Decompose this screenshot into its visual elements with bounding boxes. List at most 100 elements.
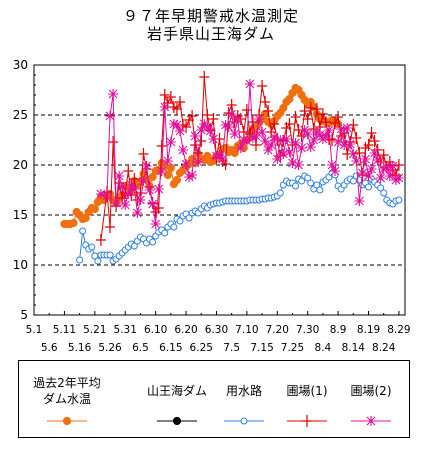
- data-point: [185, 214, 193, 222]
- data-point: [304, 174, 312, 182]
- data-point: [313, 181, 321, 189]
- data-point: [298, 177, 306, 185]
- x-tick-label-top: 8.9: [330, 324, 347, 336]
- data-point: [105, 111, 116, 121]
- x-tick-label-top: 7.10: [235, 324, 258, 336]
- data-point: [235, 143, 246, 153]
- series-layer: [60, 71, 404, 265]
- data-point: [165, 137, 176, 147]
- data-point: [176, 217, 184, 225]
- data-point: [390, 175, 401, 185]
- data-point: [208, 134, 219, 144]
- data-point: [217, 154, 228, 164]
- data-point: [308, 135, 319, 145]
- legend-marker: [172, 416, 182, 426]
- data-point: [244, 79, 255, 89]
- data-point: [135, 195, 146, 205]
- data-point: [138, 148, 149, 160]
- data-point: [181, 121, 192, 133]
- data-point: [95, 234, 106, 246]
- data-point: [395, 196, 403, 204]
- data-point: [159, 102, 170, 112]
- data-point: [138, 176, 149, 186]
- data-point: [168, 119, 179, 129]
- data-point: [317, 108, 328, 120]
- data-point: [223, 122, 234, 132]
- x-tick-label-top: 8.19: [357, 324, 380, 336]
- data-point: [305, 102, 316, 114]
- data-point: [229, 129, 240, 139]
- data-point: [162, 156, 173, 166]
- legend-entry-2: 用水路: [224, 383, 264, 425]
- legend-label: 用水路: [226, 383, 262, 398]
- chart-title-line2: 岩手県山王海ダム: [146, 25, 275, 43]
- data-point: [393, 159, 404, 171]
- data-point: [302, 113, 313, 125]
- data-point: [144, 185, 155, 195]
- data-point: [171, 103, 182, 115]
- data-point: [375, 173, 386, 183]
- legend-marker: [62, 416, 72, 426]
- data-point: [88, 243, 96, 251]
- data-point: [132, 208, 143, 218]
- data-point: [292, 182, 300, 190]
- data-point: [69, 218, 78, 228]
- data-point: [238, 135, 249, 145]
- data-point: [327, 160, 338, 170]
- data-point: [307, 179, 315, 187]
- data-point: [263, 105, 274, 117]
- data-point: [147, 199, 158, 209]
- plot-area-frame: [33, 64, 406, 316]
- data-point: [316, 186, 324, 194]
- data-point: [156, 140, 167, 152]
- data-point: [363, 171, 374, 181]
- data-point: [120, 200, 131, 210]
- x-tick-label-bottom: 8.14: [342, 342, 366, 354]
- data-point: [187, 110, 198, 122]
- data-point: [208, 113, 219, 125]
- legend-marker: [302, 415, 312, 427]
- x-tick-label-top: 5.1: [26, 324, 43, 336]
- data-point: [293, 160, 304, 170]
- data-point: [354, 147, 365, 159]
- data-point: [311, 103, 322, 115]
- data-point: [254, 114, 265, 124]
- data-point: [287, 158, 298, 168]
- data-point: [220, 120, 231, 130]
- data-point: [260, 96, 271, 108]
- data-point: [108, 89, 119, 99]
- data-point: [184, 172, 195, 182]
- data-point: [305, 142, 316, 152]
- legend-marker: [240, 417, 248, 425]
- data-point: [205, 126, 216, 136]
- data-point: [106, 251, 114, 259]
- data-point: [196, 125, 207, 135]
- data-point: [333, 137, 344, 147]
- data-point: [247, 133, 258, 143]
- data-point: [266, 140, 277, 150]
- data-point: [226, 109, 237, 119]
- data-point: [393, 173, 404, 183]
- x-tick-label-top: 5.11: [53, 324, 76, 336]
- data-point: [366, 164, 377, 174]
- data-point: [351, 156, 362, 166]
- data-point: [354, 196, 365, 206]
- data-point: [320, 131, 331, 141]
- legend-entry-3: 圃場(1): [287, 384, 328, 427]
- y-tick-label: 15: [13, 208, 28, 222]
- data-point: [199, 71, 210, 83]
- data-point: [129, 173, 140, 185]
- x-tick-label-top: 5.31: [114, 324, 137, 336]
- data-point: [257, 127, 268, 137]
- x-tick-label-bottom: 6.15: [159, 342, 182, 354]
- legend-label: 圃場(2): [351, 384, 392, 398]
- data-point: [378, 164, 389, 174]
- data-point: [336, 124, 347, 134]
- data-point: [117, 182, 128, 192]
- data-point: [290, 111, 301, 123]
- data-point: [149, 238, 157, 246]
- legend-entry-4: 圃場(2): [351, 384, 392, 426]
- grid-lines: [34, 114, 405, 266]
